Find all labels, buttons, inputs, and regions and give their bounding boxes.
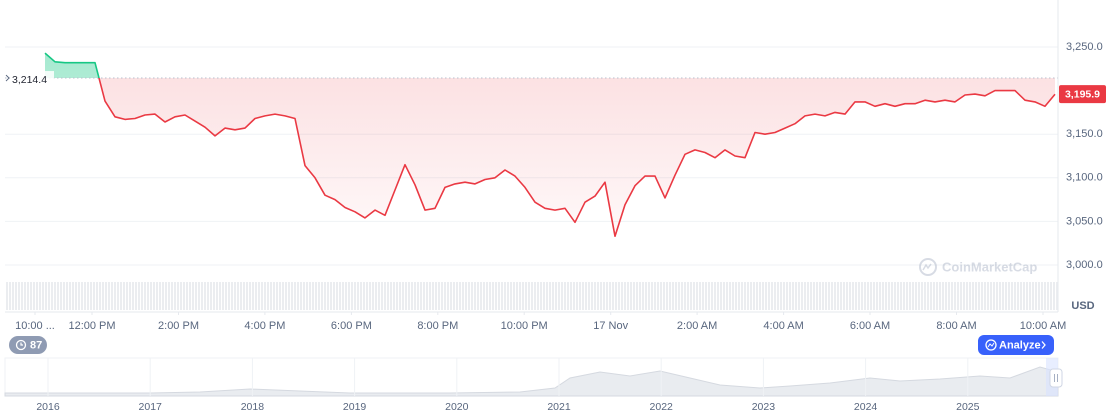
area — [45, 53, 1055, 237]
x-tick-label: 8:00 PM — [417, 320, 458, 332]
x-tick-label: 10:00 ... — [15, 320, 55, 332]
x-tick-label: 6:00 PM — [331, 320, 372, 332]
y-tick-label: 3,250.0 — [1066, 41, 1103, 53]
analyze-label: Analyze — [999, 339, 1041, 351]
reference-label-bg — [10, 71, 54, 86]
x-tick-label: 6:00 AM — [850, 320, 890, 332]
x-tick-label: 4:00 PM — [244, 320, 285, 332]
y-tick-label: 3,150.0 — [1066, 128, 1103, 140]
year-label: 2025 — [956, 401, 980, 413]
reference-label: 3,214.4 — [12, 74, 47, 86]
x-tick-label: 17 Nov — [593, 320, 628, 332]
year-label: 2016 — [36, 401, 60, 413]
x-tick-label: 10:00 AM — [1020, 320, 1066, 332]
x-tick-label: 12:00 PM — [68, 320, 115, 332]
y-tick-label: 3,050.0 — [1066, 215, 1103, 227]
price-line — [44, 52, 1056, 237]
reference-marker — [5, 74, 10, 82]
y-tick-label: 3,100.0 — [1066, 172, 1103, 184]
x-tick-label: 4:00 AM — [763, 320, 803, 332]
x-tick-label: 2:00 PM — [158, 320, 199, 332]
last-price-box — [1059, 85, 1106, 104]
watermark: CoinMarketCap — [919, 258, 1037, 276]
unit-label: USD — [1071, 300, 1094, 312]
history-badge[interactable]: 87 — [9, 336, 47, 354]
volume-strip — [5, 282, 1058, 310]
year-label: 2018 — [241, 401, 265, 413]
y-tick-label: 3,000.0 — [1066, 259, 1103, 271]
year-label: 2017 — [139, 401, 163, 413]
x-tick-label: 8:00 AM — [936, 320, 976, 332]
year-label: 2023 — [752, 401, 776, 413]
analyze-button[interactable]: Analyze — [978, 335, 1054, 355]
year-label: 2020 — [445, 401, 469, 413]
year-label: 2019 — [343, 401, 367, 413]
last-price-label: 3,195.9 — [1065, 88, 1100, 100]
x-tick-label: 10:00 PM — [501, 320, 548, 332]
watermark-text: CoinMarketCap — [942, 259, 1037, 274]
year-label: 2022 — [650, 401, 674, 413]
x-tick-label: 2:00 AM — [677, 320, 717, 332]
year-label: 2021 — [547, 401, 571, 413]
navigator: 2016 2017 2018 2019 2020 2021 2022 2023 2024 2025 — [4, 357, 1063, 413]
year-label: 2024 — [854, 401, 878, 413]
badge-count: 87 — [30, 339, 42, 351]
